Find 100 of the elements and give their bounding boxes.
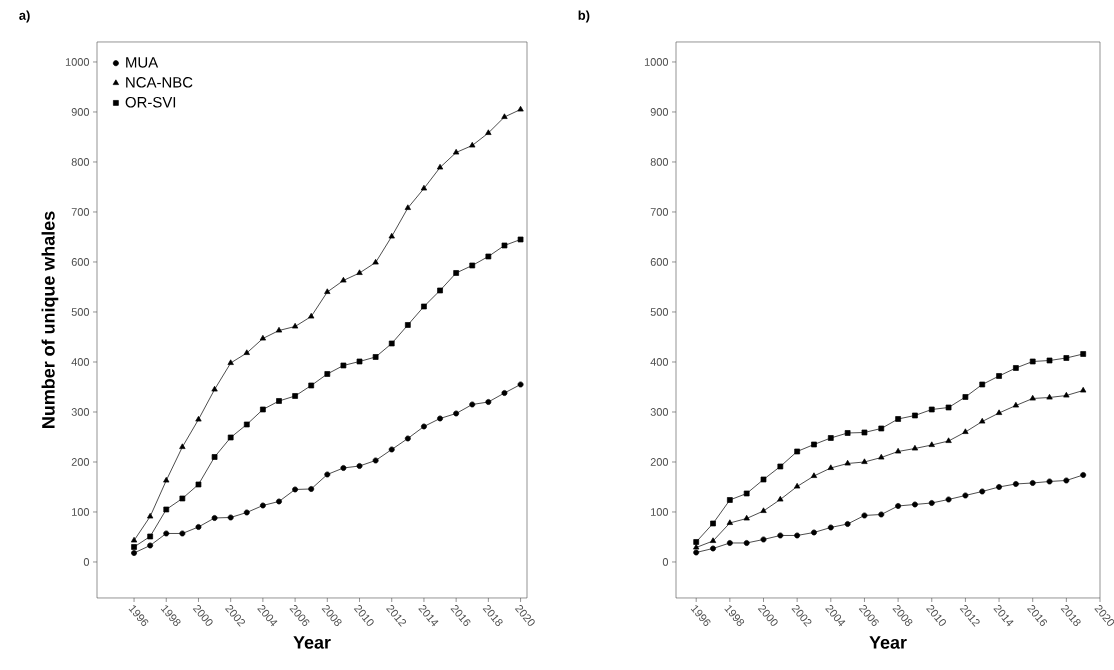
point: [895, 416, 901, 422]
point: [469, 141, 476, 148]
point: [811, 529, 817, 536]
y-tick-label: 1000: [644, 58, 669, 66]
point: [878, 425, 885, 432]
legend-label: NCA-NBC: [126, 77, 193, 88]
point: [276, 498, 282, 505]
point: [743, 514, 750, 521]
point: [827, 464, 834, 470]
y-tick-label: 300: [650, 408, 669, 416]
point: [962, 394, 969, 400]
point: [388, 340, 395, 347]
y-tick-label: 500: [71, 308, 90, 316]
y-tick-label: 100: [72, 508, 90, 516]
point: [1063, 477, 1070, 484]
point: [405, 322, 411, 328]
y-tick-label: 200: [650, 458, 669, 466]
point: [501, 242, 508, 249]
point: [227, 514, 234, 521]
point: [485, 129, 492, 135]
point: [710, 545, 716, 552]
point: [727, 497, 733, 503]
point: [372, 258, 379, 265]
point: [437, 287, 443, 294]
point: [760, 507, 767, 513]
point: [388, 446, 395, 453]
point: [1063, 355, 1070, 361]
point: [259, 334, 266, 341]
point: [404, 204, 411, 210]
y-tick-label: 0: [83, 558, 90, 566]
point: [259, 502, 266, 509]
point: [211, 385, 218, 392]
point: [356, 463, 363, 469]
point: [911, 444, 919, 451]
point: [1029, 394, 1036, 401]
point: [485, 253, 492, 260]
point: [195, 415, 202, 422]
legend-label: OR-SVI: [125, 96, 176, 108]
point: [501, 113, 508, 119]
point: [962, 492, 969, 499]
point: [324, 288, 331, 294]
point: [501, 390, 508, 396]
point: [179, 495, 186, 502]
point: [979, 381, 986, 388]
point: [794, 532, 801, 539]
point: [163, 506, 170, 513]
point: [163, 476, 170, 483]
point: [777, 495, 784, 502]
point: [794, 448, 800, 455]
point: [777, 532, 784, 539]
y-tick-label: 600: [650, 258, 669, 266]
point: [861, 512, 868, 519]
point: [861, 458, 868, 464]
point: [517, 381, 524, 388]
point: [693, 543, 700, 550]
point: [421, 303, 427, 310]
point: [163, 530, 170, 537]
y-tick-label: 100: [651, 508, 669, 516]
point: [179, 443, 186, 449]
point: [743, 490, 750, 497]
point: [844, 459, 851, 466]
y-tick-label: 600: [71, 258, 90, 266]
point: [861, 429, 868, 436]
point: [340, 276, 347, 283]
point: [1080, 472, 1087, 478]
point: [243, 509, 250, 516]
point: [962, 428, 969, 434]
point: [372, 457, 379, 464]
chart-title: a): [19, 10, 30, 23]
point: [912, 412, 918, 419]
point: [979, 488, 986, 495]
point: [469, 262, 476, 269]
point: [693, 539, 700, 545]
point: [1046, 393, 1053, 400]
x-axis-title: Year: [293, 636, 331, 649]
point: [726, 519, 733, 525]
point: [794, 482, 801, 489]
y-axis-title: Number of unique whales: [41, 211, 59, 428]
legend-label: MUA: [126, 57, 159, 68]
point: [421, 423, 427, 430]
point: [743, 540, 750, 546]
point: [308, 312, 315, 319]
point: [878, 453, 885, 460]
point: [260, 406, 266, 413]
point: [147, 542, 154, 549]
y-tick-label: 400: [650, 358, 669, 366]
y-tick-label: 0: [662, 558, 669, 566]
point: [810, 472, 818, 478]
point: [485, 399, 492, 405]
point: [1046, 357, 1053, 364]
point: [292, 393, 298, 399]
point: [928, 500, 935, 506]
point: [1063, 391, 1070, 398]
point: [308, 382, 315, 389]
point: [1012, 481, 1019, 487]
point: [291, 322, 299, 329]
point: [693, 549, 700, 556]
point: [243, 421, 250, 428]
point: [1029, 480, 1036, 486]
point: [895, 503, 902, 509]
